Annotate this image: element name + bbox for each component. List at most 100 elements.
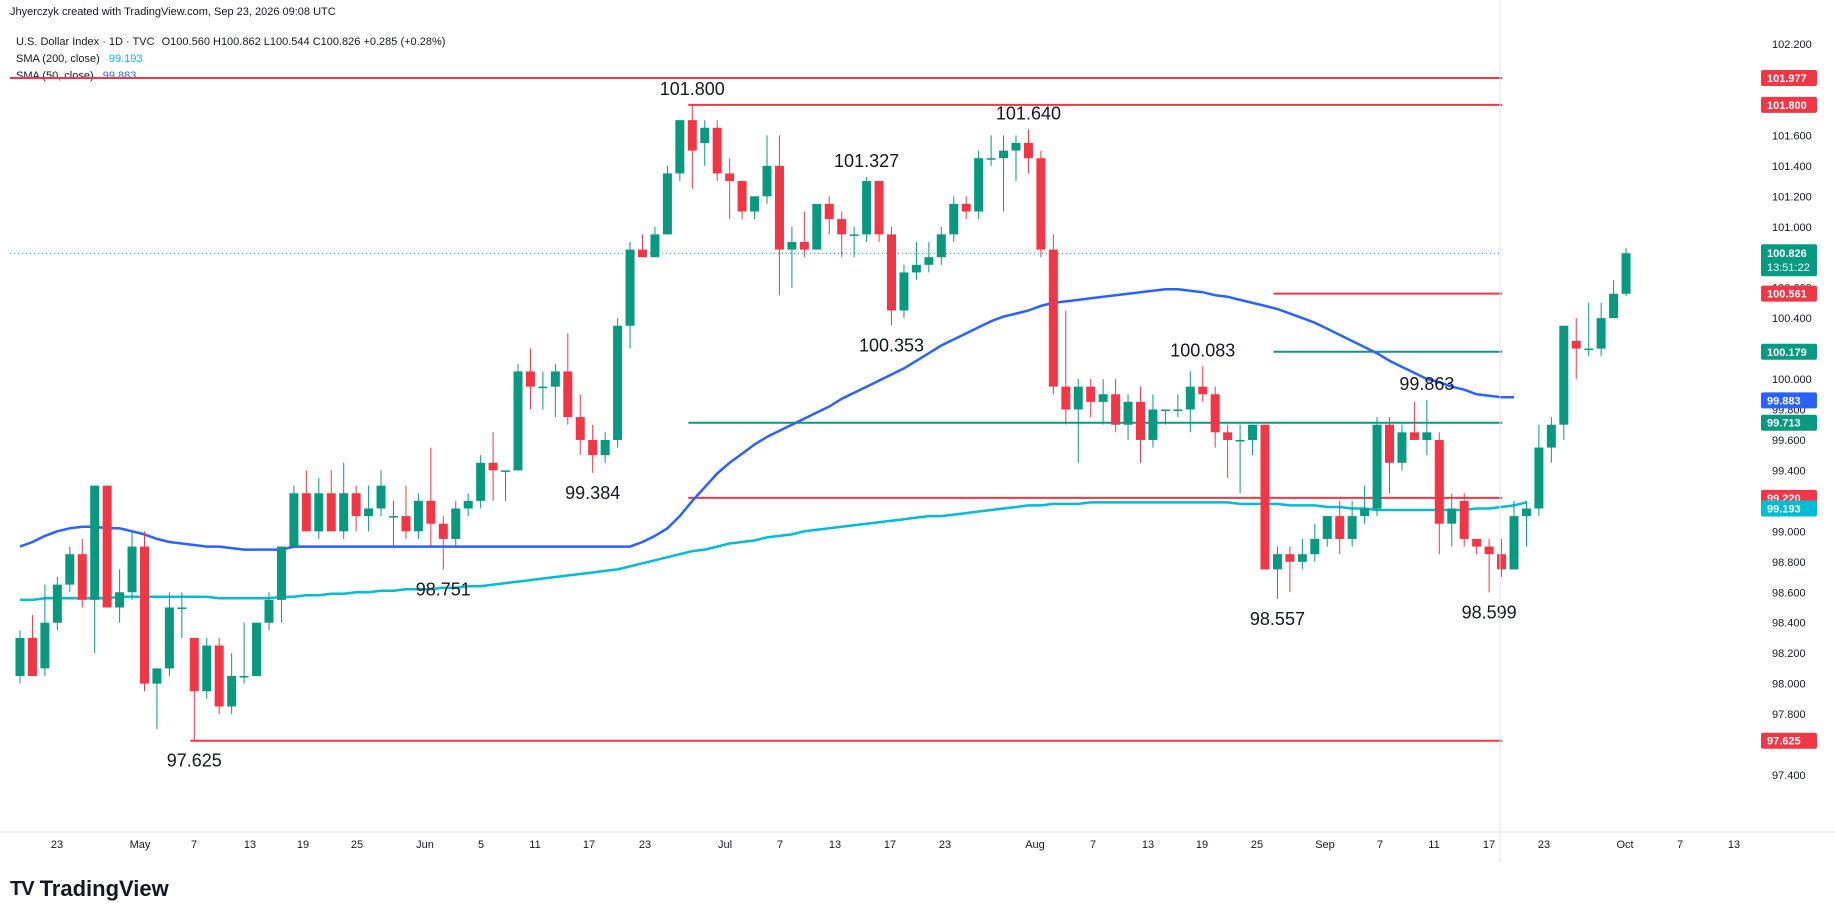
x-tick-label: 17 xyxy=(1483,839,1495,851)
candle-body xyxy=(750,196,760,212)
y-tick-label: 101.400 xyxy=(1772,161,1812,173)
legend-sma200-row[interactable]: SMA (200, close) 99.193 xyxy=(16,51,445,68)
candle-body xyxy=(550,371,560,387)
sma200-price-label: 99.193 xyxy=(1767,503,1801,515)
ohlc-values: O100.560 H100.862 L100.544 C100.826 +0.2… xyxy=(161,36,446,48)
candle-body xyxy=(1497,554,1507,570)
candle-body xyxy=(1260,424,1270,570)
x-tick-label: May xyxy=(130,839,151,851)
tradingview-logo-icon: TV xyxy=(10,877,35,900)
candle-body xyxy=(1061,386,1071,410)
candle-body xyxy=(426,500,436,524)
y-tick-label: 101.200 xyxy=(1772,191,1812,203)
candle-body xyxy=(1447,508,1457,524)
candle-body xyxy=(1136,401,1145,440)
candle-body xyxy=(675,120,685,174)
level-price-label: 100.179 xyxy=(1767,347,1807,359)
x-tick-label: 19 xyxy=(1196,839,1208,851)
candle-body xyxy=(1185,386,1195,410)
y-tick-label: 98.600 xyxy=(1772,587,1806,599)
y-tick-label: 99.400 xyxy=(1772,465,1806,477)
candle-body xyxy=(1148,409,1158,440)
candle-body xyxy=(961,203,971,212)
sma200-value: 99.193 xyxy=(108,53,143,65)
candle-body xyxy=(389,516,398,518)
candle-body xyxy=(276,546,286,600)
y-tick-label: 101.000 xyxy=(1772,222,1812,234)
legend-sma50-row[interactable]: SMA (50, close) 99.883 xyxy=(16,68,445,85)
candle-body xyxy=(1073,386,1083,410)
price-annotation: 101.800 xyxy=(660,79,725,99)
candle-body xyxy=(90,485,100,600)
candle-body xyxy=(177,607,187,609)
x-tick-label: 23 xyxy=(1538,839,1550,851)
horizontal-levels xyxy=(10,76,1502,742)
price-annotation: 100.353 xyxy=(859,335,924,355)
sma50-label: SMA (50, close) xyxy=(16,70,94,82)
x-tick-label: Oct xyxy=(1616,839,1633,851)
candle-body xyxy=(152,668,162,684)
candle-body xyxy=(301,493,311,532)
candle-body xyxy=(824,203,834,220)
candle-body xyxy=(999,150,1009,159)
candle-body xyxy=(1372,424,1382,509)
price-axis[interactable]: 102.200 101.800 101.600 101.400 101.200 101.0… xyxy=(1499,0,1812,862)
candle-body xyxy=(1596,318,1606,349)
candle-body xyxy=(1160,409,1170,411)
candle-body xyxy=(600,439,610,456)
candle-body xyxy=(264,599,274,623)
candle-body xyxy=(638,249,647,258)
candle-body xyxy=(376,485,386,509)
x-tick-label: 7 xyxy=(1090,839,1096,851)
x-tick-label: 7 xyxy=(777,839,783,851)
candle-body xyxy=(799,241,809,250)
candle-body xyxy=(214,645,224,707)
candle-body xyxy=(326,493,336,532)
candle-body xyxy=(1011,142,1021,151)
candle-body xyxy=(65,554,75,585)
candle-body xyxy=(837,219,847,235)
x-tick-label: 17 xyxy=(884,839,896,851)
candle-body xyxy=(949,203,959,235)
candle-body xyxy=(1123,401,1133,425)
time-axis[interactable]: 23 May 7 13 19 25 Jun 5 11 17 23 Jul 7 13 17 23 Aug 7 13 19… xyxy=(0,831,1835,851)
candle-body xyxy=(1248,424,1258,440)
y-tick-label: 100.000 xyxy=(1772,374,1812,386)
candle-body xyxy=(1459,500,1469,539)
candle-body xyxy=(974,158,984,212)
candle-body xyxy=(1546,424,1556,448)
candle-body xyxy=(725,173,735,182)
price-axis-labels: 101.977101.800100.561100.17999.71399.220… xyxy=(1761,69,1817,749)
last-price-label-bg xyxy=(1761,244,1817,277)
level-price-label: 97.625 xyxy=(1767,736,1801,748)
candle-body xyxy=(115,592,125,608)
y-tick-label: 99.600 xyxy=(1772,435,1806,447)
candle-body xyxy=(862,181,872,235)
candle-body xyxy=(613,325,623,440)
candle-body xyxy=(1023,142,1033,159)
price-annotation: 99.384 xyxy=(565,483,620,503)
candle-body xyxy=(102,485,112,608)
level-price-label-bg xyxy=(1761,96,1817,113)
candle-body xyxy=(1472,538,1482,547)
level-price-label: 101.977 xyxy=(1767,73,1807,85)
candle-body xyxy=(936,234,946,258)
symbol-name[interactable]: U.S. Dollar Index · 1D · TVC xyxy=(16,36,155,48)
candle-body xyxy=(476,462,486,501)
chart-legend: U.S. Dollar Index · 1D · TVC O100.560 H1… xyxy=(16,34,445,85)
tradingview-brand[interactable]: TV TradingView xyxy=(10,876,169,902)
countdown-label: 13:51:22 xyxy=(1767,262,1810,274)
candle-body xyxy=(1173,409,1183,411)
level-price-label-bg xyxy=(1761,414,1817,431)
sma200-path xyxy=(20,501,1527,602)
candle-body xyxy=(438,523,448,539)
candle-body xyxy=(563,371,573,418)
candle-body xyxy=(650,234,660,258)
candle-body xyxy=(463,500,473,509)
candle-body xyxy=(202,645,212,692)
candle-body xyxy=(1272,554,1282,570)
candle-body xyxy=(687,120,697,151)
sma50-price-label-bg xyxy=(1761,392,1817,409)
level-price-label-bg xyxy=(1761,285,1817,302)
